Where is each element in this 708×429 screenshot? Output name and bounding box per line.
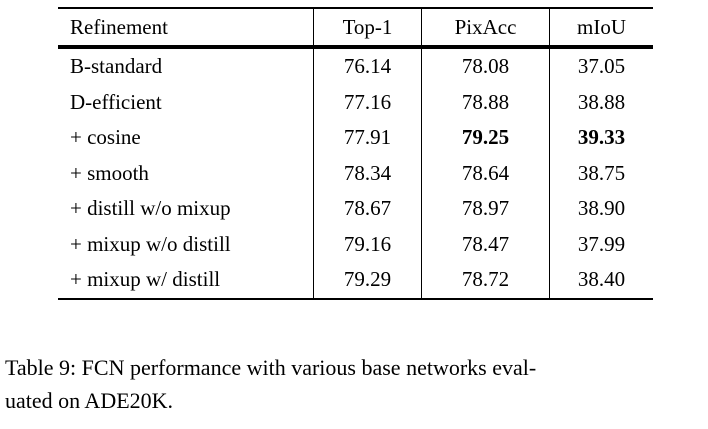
- table-caption-line1: Table 9: FCN performance with various ba…: [5, 355, 537, 380]
- table-row: + mixup w/ distill 79.29 78.72 38.40: [58, 262, 653, 300]
- results-table-container: Refinement Top-1 PixAcc mIoU B-standard …: [58, 7, 653, 300]
- cell-miou: 38.40: [549, 262, 653, 300]
- col-header-pixacc: PixAcc: [421, 7, 550, 49]
- table-row: + cosine 77.91 79.25 39.33: [58, 120, 653, 156]
- cell-pixacc: 78.47: [421, 226, 550, 262]
- table-row: + distill w/o mixup 78.67 78.97 38.90: [58, 191, 653, 227]
- table-row: + smooth 78.34 78.64 38.75: [58, 155, 653, 191]
- table-row: D-efficient 77.16 78.88 38.88: [58, 84, 653, 120]
- cell-pixacc: 79.25: [421, 120, 550, 156]
- cell-pixacc: 78.64: [421, 155, 550, 191]
- col-header-top1: Top-1: [313, 7, 422, 49]
- results-table: Refinement Top-1 PixAcc mIoU B-standard …: [58, 7, 653, 300]
- cell-pixacc: 78.72: [421, 262, 550, 300]
- cell-miou: 38.90: [549, 191, 653, 227]
- cell-top1: 76.14: [313, 47, 422, 85]
- cell-top1: 78.67: [313, 191, 422, 227]
- cell-refinement: + smooth: [70, 160, 149, 185]
- cell-top1: 77.16: [313, 84, 422, 120]
- table-row: B-standard 76.14 78.08 37.05: [58, 47, 653, 85]
- cell-refinement: + distill w/o mixup: [70, 196, 231, 221]
- table-caption: Table 9: FCN performance with various ba…: [5, 351, 705, 417]
- cell-top1: 79.29: [313, 262, 422, 300]
- cell-pixacc: 78.97: [421, 191, 550, 227]
- cell-pixacc: 78.08: [421, 47, 550, 85]
- cell-refinement: + mixup w/ distill: [58, 262, 314, 300]
- table-row: + mixup w/o distill 79.16 78.47 37.99: [58, 226, 653, 262]
- cell-refinement: B-standard: [70, 54, 163, 79]
- cell-refinement: D-efficient: [70, 89, 162, 114]
- cell-miou: 38.75: [549, 155, 653, 191]
- table-caption-line2: uated on ADE20K.: [5, 388, 174, 413]
- cell-miou: 39.33: [549, 120, 653, 156]
- cell-refinement: + mixup w/o distill: [70, 231, 231, 256]
- cell-miou: 37.05: [549, 47, 653, 85]
- col-header-miou: mIoU: [549, 7, 653, 49]
- cell-top1: 78.34: [313, 155, 422, 191]
- header-row: Refinement Top-1 PixAcc mIoU: [58, 7, 653, 49]
- cell-miou: 38.88: [549, 84, 653, 120]
- cell-pixacc: 78.88: [421, 84, 550, 120]
- col-header-refinement: Refinement: [58, 7, 314, 49]
- cell-top1: 79.16: [313, 226, 422, 262]
- cell-top1: 77.91: [313, 120, 422, 156]
- cell-miou: 37.99: [549, 226, 653, 262]
- cell-refinement: + cosine: [70, 125, 141, 150]
